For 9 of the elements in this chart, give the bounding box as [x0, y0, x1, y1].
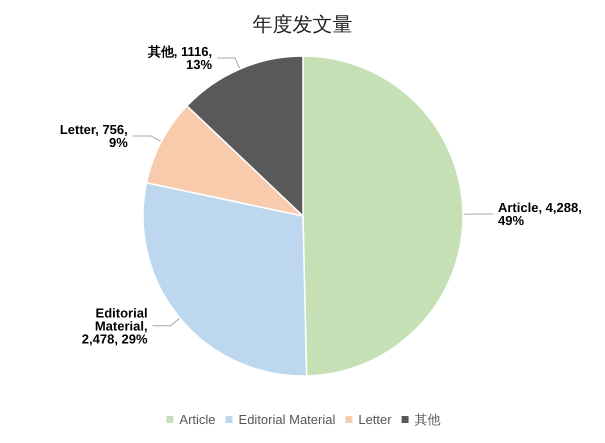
data-label: 其他, 1116, 13% — [146, 44, 213, 72]
legend-label: Editorial Material — [238, 412, 336, 427]
legend-label: Letter — [358, 412, 392, 427]
data-label: Letter, 756, 9% — [60, 122, 128, 150]
data-label: Editorial Material, 2,478, 29% — [82, 305, 148, 346]
data-label: Article, 4,288, 49% — [498, 200, 582, 228]
legend-label: Article — [179, 412, 216, 427]
chart-title: 年度发文量 — [252, 14, 352, 36]
legend-label: 其他 — [414, 412, 441, 427]
